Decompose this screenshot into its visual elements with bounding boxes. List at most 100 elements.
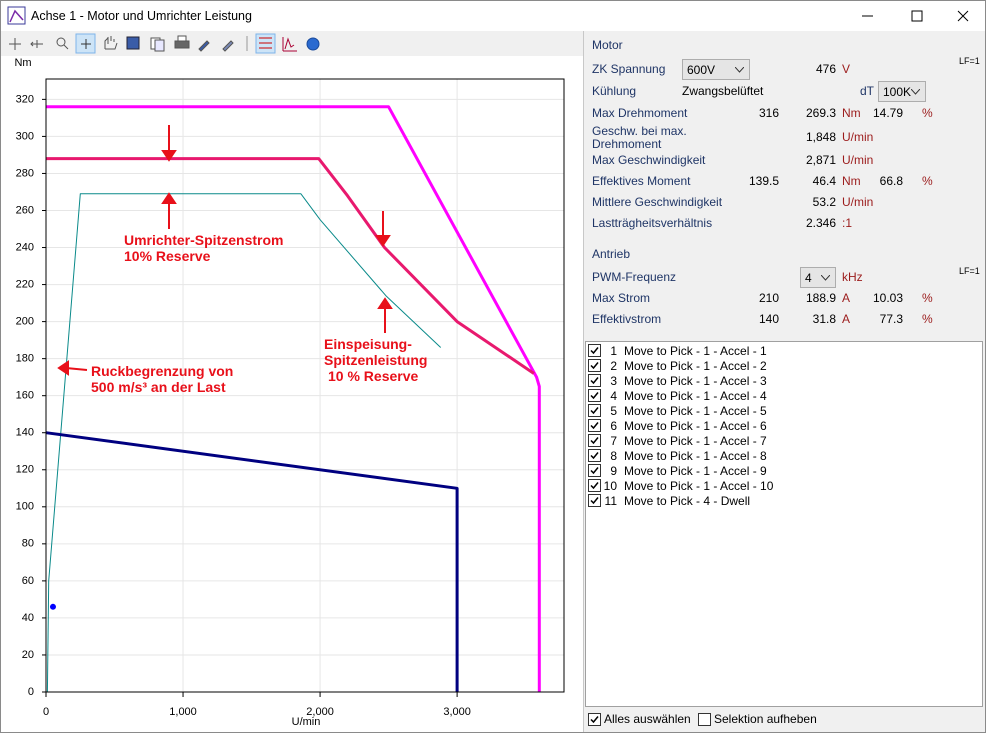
checkbox[interactable] — [588, 389, 601, 402]
item-text[interactable]: Move to Pick - 1 - Accel - 1 — [624, 344, 767, 358]
field-percent: 14.79 — [872, 106, 903, 120]
dropdown-arrow — [911, 89, 920, 95]
field-unit: % — [922, 312, 933, 326]
checkbox[interactable] — [698, 713, 711, 726]
item-text[interactable]: Move to Pick - 4 - Dwell — [624, 494, 751, 508]
field-label: dT — [860, 84, 875, 98]
item-text[interactable]: Move to Pick - 1 - Accel - 7 — [624, 434, 767, 448]
check-mark — [590, 497, 599, 505]
field-label: Geschw. bei max. — [592, 124, 687, 138]
field-value: 269.3 — [805, 106, 836, 120]
field-unit: :1 — [842, 216, 853, 230]
y-tick-label: 160 — [16, 390, 34, 402]
field-label: Kühlung — [592, 84, 637, 98]
item-text[interactable]: Move to Pick - 1 - Accel - 9 — [624, 464, 767, 478]
data-point — [49, 603, 56, 610]
field-label: Drehmoment — [592, 137, 662, 151]
annotation: 10% Reserve — [124, 248, 211, 264]
field-value: 31.8 — [812, 312, 836, 326]
dropdown-value: 100K — [883, 85, 912, 99]
field-label: Max Geschwindigkeit — [592, 153, 706, 167]
item-text[interactable]: Move to Pick - 1 - Accel - 4 — [624, 389, 767, 403]
dropdown[interactable]: 600V — [682, 59, 750, 80]
checkbox[interactable] — [588, 479, 601, 492]
field-label: Max Drehmoment — [592, 106, 688, 120]
checkbox[interactable] — [588, 359, 601, 372]
item-text[interactable]: Move to Pick - 1 - Accel - 6 — [624, 419, 767, 433]
check-mark — [590, 422, 599, 430]
field-label: Mittlere Geschwindigkeit — [592, 195, 723, 209]
item-number: 11 — [604, 494, 617, 508]
y-tick-label: 200 — [16, 316, 34, 328]
checkbox[interactable] — [588, 404, 601, 417]
field-label: PWM-Frequenz — [592, 270, 677, 284]
section-title: Antrieb — [592, 247, 631, 261]
y-tick-label: 120 — [16, 464, 34, 476]
field-label: ZK Spannung — [592, 62, 666, 76]
y-tick-label: 140 — [16, 427, 34, 439]
field-value: 2.346 — [805, 216, 836, 230]
checkbox[interactable] — [588, 494, 601, 507]
field-percent: 77.3 — [879, 312, 903, 326]
annotation: Spitzenleistung — [324, 352, 427, 368]
checkbox[interactable] — [588, 374, 601, 387]
toolbar-icons[interactable] — [1, 31, 331, 56]
chart-background — [1, 56, 583, 732]
dropdown-value: 600V — [687, 63, 716, 77]
item-number: 4 — [610, 389, 617, 403]
checkbox[interactable] — [588, 713, 601, 726]
x-tick-label: 2,000 — [306, 706, 334, 718]
field-value: 188.9 — [805, 291, 836, 305]
y-tick-label: 300 — [16, 130, 34, 142]
load-factor: LF=1 — [959, 266, 980, 276]
field-percent: 10.03 — [872, 291, 903, 305]
toolbar — [1, 31, 583, 56]
field-unit: % — [922, 106, 933, 120]
item-text[interactable]: Move to Pick - 1 - Accel - 8 — [624, 449, 767, 463]
item-text[interactable]: Move to Pick - 1 - Accel - 3 — [624, 374, 767, 388]
field-value: 46.4 — [812, 174, 836, 188]
dropdown[interactable]: 4 — [800, 267, 836, 288]
annotation: Einspeisung- — [324, 336, 412, 352]
select-all[interactable]: Alles auswählen — [604, 712, 691, 726]
item-number: 5 — [610, 404, 617, 418]
title-bar: Achse 1 - Motor und Umrichter Leistung — [1, 1, 985, 31]
item-text[interactable]: Move to Pick - 1 - Accel - 2 — [624, 359, 767, 373]
field-unit: V — [842, 62, 851, 76]
checkbox[interactable] — [588, 464, 601, 477]
field-unit: % — [922, 291, 933, 305]
field-unit: A — [842, 291, 851, 305]
dropdown[interactable]: 100K — [878, 81, 926, 102]
check-mark — [590, 392, 599, 400]
item-text[interactable]: Move to Pick - 1 - Accel - 5 — [624, 404, 767, 418]
checkbox[interactable] — [588, 344, 601, 357]
plot-frame — [45, 78, 565, 693]
field-unit: U/min — [842, 130, 874, 144]
dropdown-value: 4 — [805, 271, 812, 285]
item-number: 8 — [610, 449, 617, 463]
checkbox[interactable] — [588, 449, 601, 462]
series-line — [46, 157, 535, 375]
y-tick-label: 80 — [22, 538, 34, 550]
dropdown-arrow — [735, 67, 744, 73]
field-percent: 66.8 — [879, 174, 903, 188]
checkbox[interactable] — [588, 419, 601, 432]
window-title: Achse 1 - Motor und Umrichter Leistung — [31, 9, 252, 23]
item-number: 10 — [603, 479, 617, 493]
item-number: 3 — [610, 374, 617, 388]
window-controls[interactable] — [846, 1, 986, 31]
check-mark — [590, 716, 599, 724]
item-text[interactable]: Move to Pick - 1 - Accel - 10 — [624, 479, 774, 493]
deselect[interactable]: Selektion aufheben — [714, 712, 817, 726]
field-label: Lastträgheitsverhältnis — [592, 216, 713, 230]
field-label: Max Strom — [592, 291, 651, 305]
field-label: Effektivstrom — [592, 312, 662, 326]
chart: Nm U/min 0 20 40 60 80 100 120 140 160 180 200 220 2… — [1, 56, 583, 732]
checkbox[interactable] — [588, 434, 601, 447]
field-value: 1,848 — [805, 130, 836, 144]
y-tick-label: 40 — [22, 612, 34, 624]
field-unit: % — [922, 174, 933, 188]
annotation: Umrichter-Spitzenstrom — [124, 232, 283, 248]
x-axis-label: U/min — [292, 716, 321, 728]
